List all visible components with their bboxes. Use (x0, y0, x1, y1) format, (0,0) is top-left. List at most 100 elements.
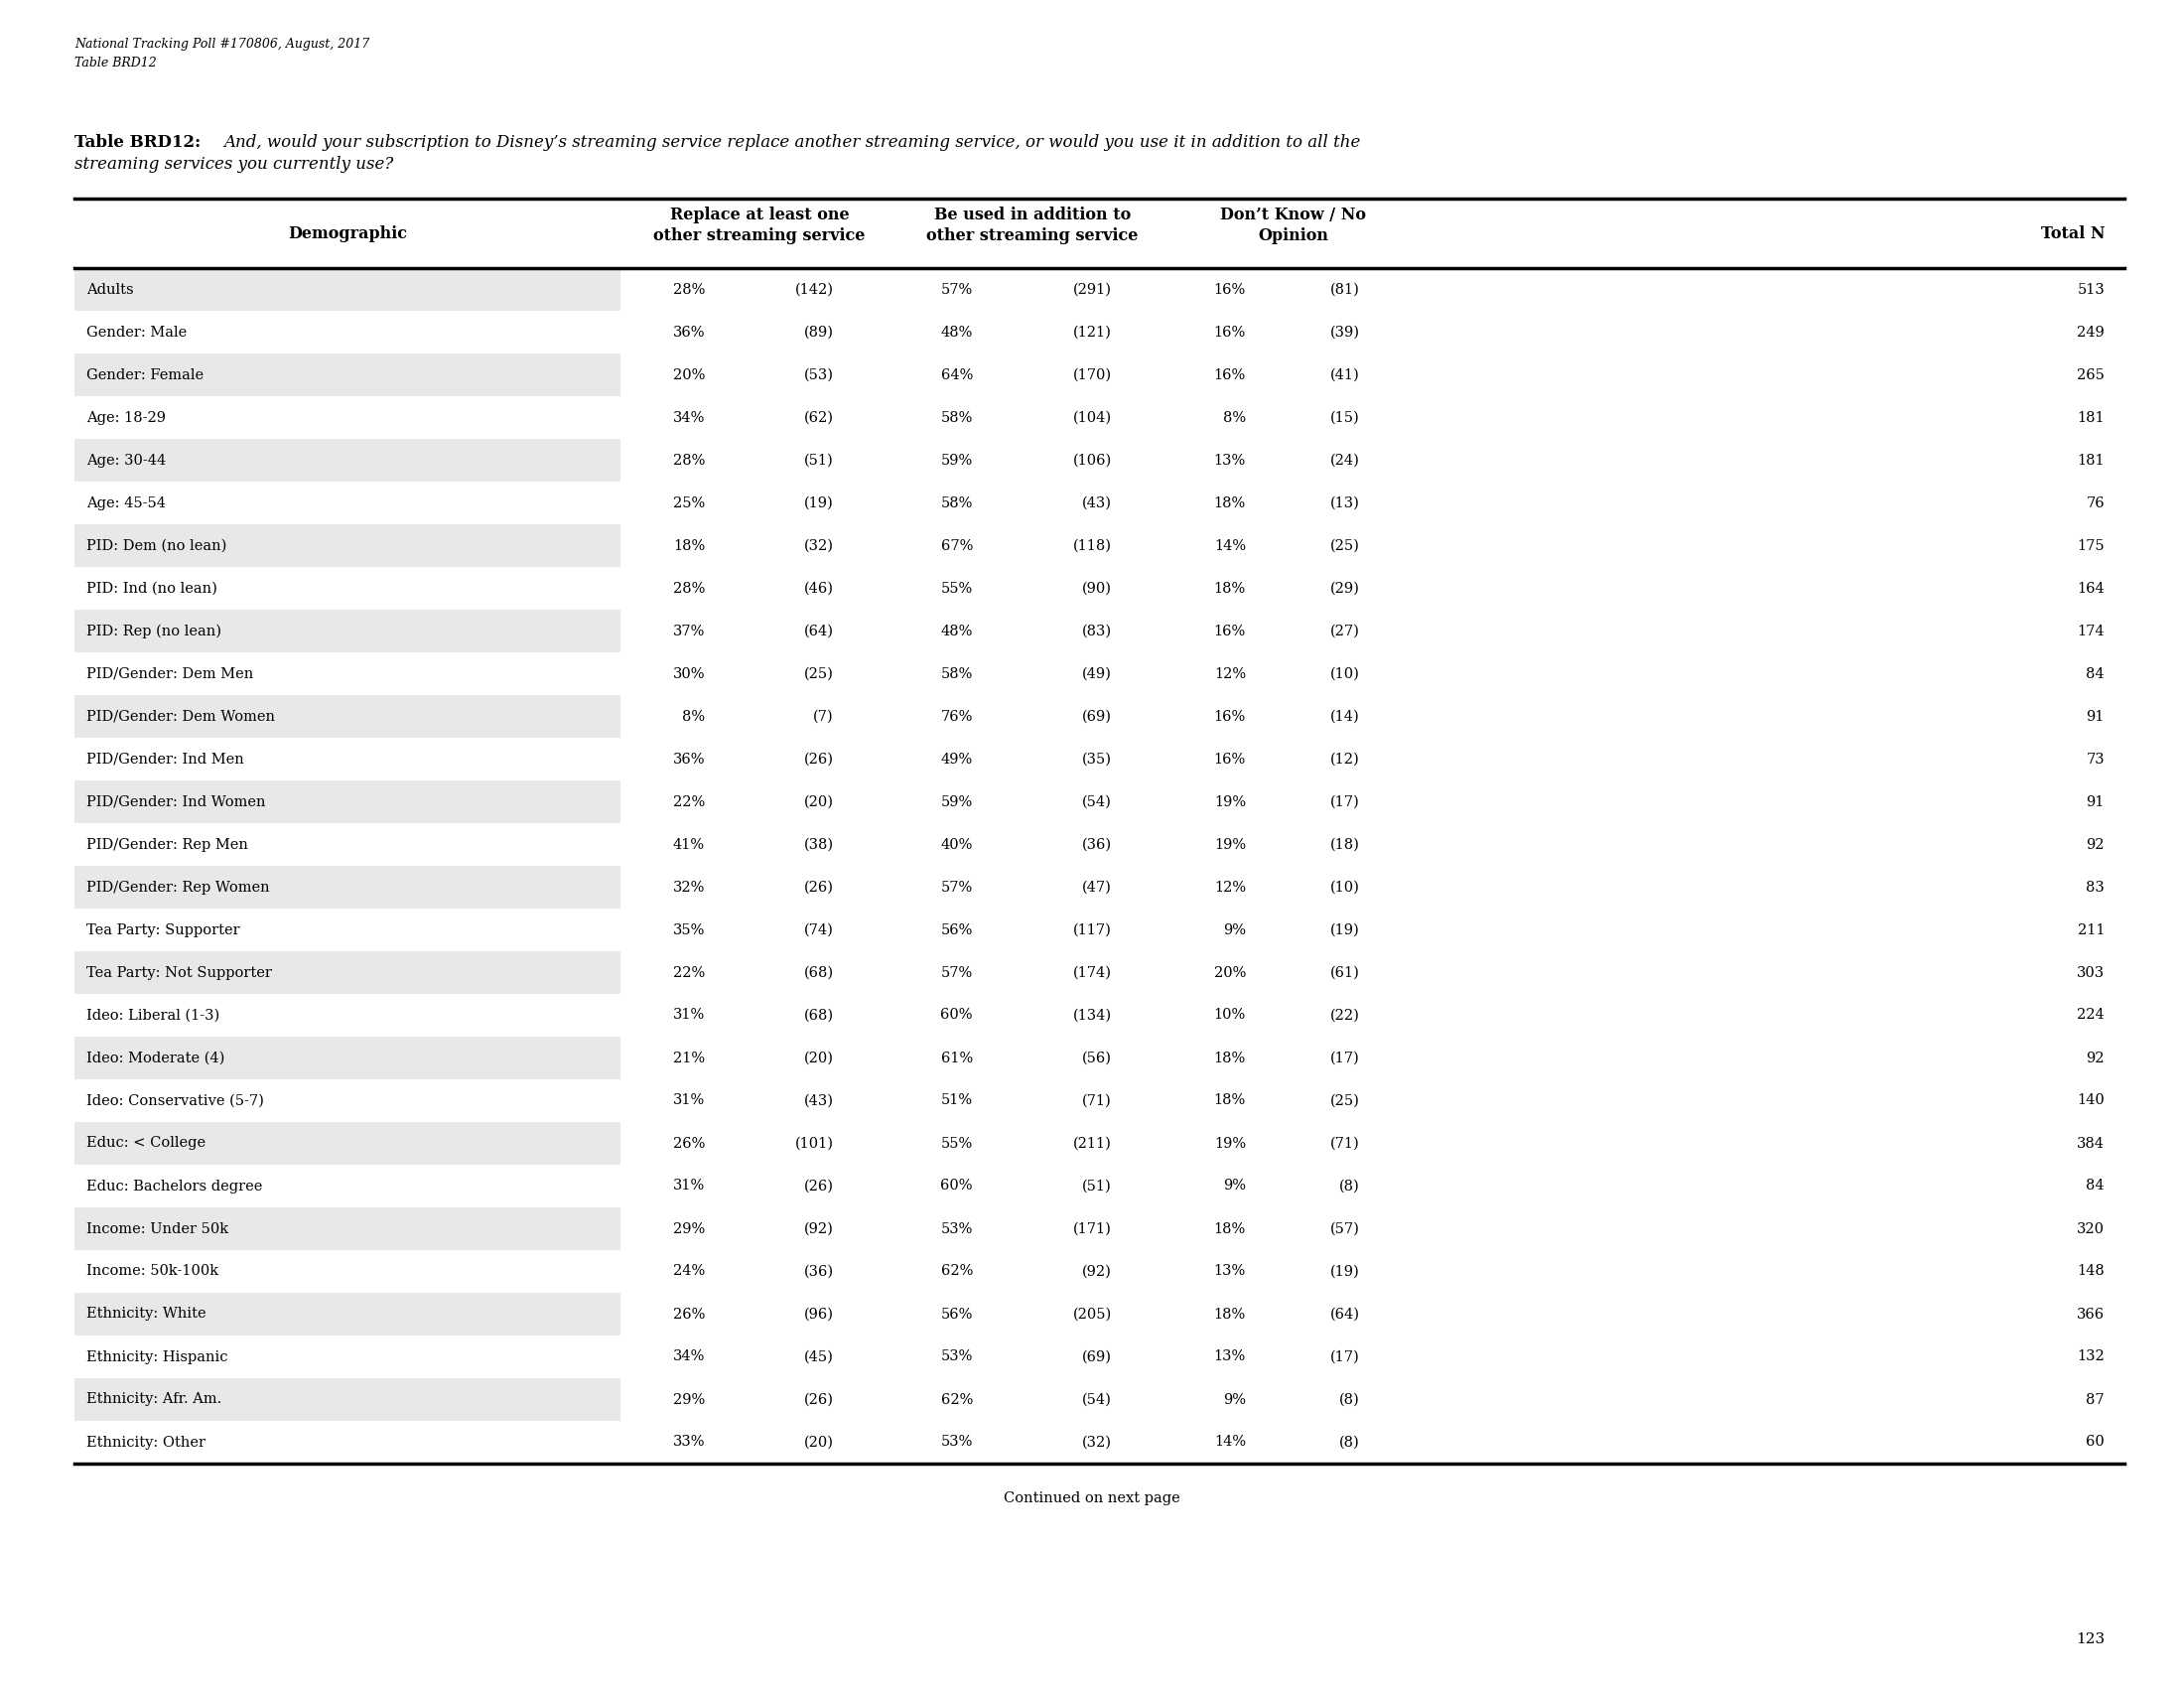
Text: Be used in addition to
other streaming service: Be used in addition to other streaming s… (926, 206, 1138, 245)
Text: 59%: 59% (941, 454, 972, 468)
Text: 18%: 18% (1214, 1094, 1245, 1107)
Text: 60%: 60% (941, 1180, 972, 1193)
Text: 84: 84 (2086, 667, 2105, 680)
Text: 31%: 31% (673, 1180, 705, 1193)
Text: 26%: 26% (673, 1136, 705, 1150)
Text: 33%: 33% (673, 1435, 705, 1450)
Text: (36): (36) (1081, 837, 1112, 851)
Text: 73: 73 (2086, 753, 2105, 766)
Text: (90): (90) (1081, 581, 1112, 596)
Text: 148: 148 (2077, 1264, 2105, 1278)
Bar (74, 652, 620, 695)
Text: (92): (92) (804, 1222, 834, 1236)
Text: 211: 211 (2077, 923, 2105, 937)
Text: 18%: 18% (1214, 1052, 1245, 1065)
Text: 48%: 48% (941, 326, 972, 339)
Text: 18%: 18% (1214, 1222, 1245, 1236)
Text: (26): (26) (804, 879, 834, 895)
Text: 26%: 26% (673, 1307, 705, 1322)
Bar (74, 1207, 620, 1251)
Bar (74, 1293, 620, 1335)
Text: (211): (211) (1072, 1136, 1112, 1150)
Text: 91: 91 (2086, 795, 2105, 809)
Text: 164: 164 (2077, 581, 2105, 596)
Text: Age: 30-44: Age: 30-44 (87, 454, 166, 468)
Text: (14): (14) (1330, 709, 1361, 724)
Text: 92: 92 (2086, 1052, 2105, 1065)
Bar (74, 268, 620, 311)
Text: 9%: 9% (1223, 1180, 1245, 1193)
Text: And, would your subscription to Disney’s streaming service replace another strea: And, would your subscription to Disney’s… (223, 133, 1361, 150)
Text: 174: 174 (2077, 625, 2105, 638)
Text: National Tracking Poll #170806, August, 2017: National Tracking Poll #170806, August, … (74, 37, 369, 51)
Text: 181: 181 (2077, 454, 2105, 468)
Text: 19%: 19% (1214, 837, 1245, 851)
Text: (7): (7) (812, 709, 834, 724)
Text: (17): (17) (1330, 1350, 1361, 1364)
Text: 53%: 53% (941, 1435, 972, 1450)
Bar (74, 1335, 620, 1377)
Text: Ethnicity: Hispanic: Ethnicity: Hispanic (87, 1350, 227, 1364)
Text: 20%: 20% (673, 368, 705, 381)
Text: 58%: 58% (941, 496, 972, 510)
Text: 51%: 51% (941, 1094, 972, 1107)
Text: Table BRD12: Table BRD12 (74, 57, 157, 69)
Text: (25): (25) (1330, 1094, 1361, 1107)
Text: (121): (121) (1072, 326, 1112, 339)
Text: 64%: 64% (941, 368, 972, 381)
Text: 28%: 28% (673, 581, 705, 596)
Bar (74, 1377, 620, 1421)
Text: Table BRD12:: Table BRD12: (74, 133, 201, 150)
Text: (57): (57) (1330, 1222, 1361, 1236)
Text: (13): (13) (1330, 496, 1361, 510)
Text: Don’t Know / No
Opinion: Don’t Know / No Opinion (1221, 206, 1365, 245)
Text: 59%: 59% (941, 795, 972, 809)
Text: 35%: 35% (673, 923, 705, 937)
Text: 92: 92 (2086, 837, 2105, 851)
Text: Ideo: Liberal (1-3): Ideo: Liberal (1-3) (87, 1008, 221, 1023)
Text: 16%: 16% (1214, 625, 1245, 638)
Text: 76%: 76% (941, 709, 972, 724)
Text: 53%: 53% (941, 1350, 972, 1364)
Text: 303: 303 (2077, 966, 2105, 979)
Text: (45): (45) (804, 1350, 834, 1364)
Text: 21%: 21% (673, 1052, 705, 1065)
Text: (39): (39) (1330, 326, 1361, 339)
Text: (41): (41) (1330, 368, 1361, 381)
Text: 84: 84 (2086, 1180, 2105, 1193)
Text: (53): (53) (804, 368, 834, 381)
Text: 16%: 16% (1214, 709, 1245, 724)
Text: PID/Gender: Rep Men: PID/Gender: Rep Men (87, 837, 249, 851)
Text: 14%: 14% (1214, 538, 1245, 552)
Text: (19): (19) (1330, 923, 1361, 937)
Text: (104): (104) (1072, 410, 1112, 424)
Bar (74, 609, 620, 652)
Text: 19%: 19% (1214, 795, 1245, 809)
Text: Age: 45-54: Age: 45-54 (87, 496, 166, 510)
Bar (74, 397, 620, 439)
Text: 61%: 61% (941, 1052, 972, 1065)
Text: Gender: Male: Gender: Male (87, 326, 188, 339)
Text: (26): (26) (804, 753, 834, 766)
Text: 8%: 8% (681, 709, 705, 724)
Text: 36%: 36% (673, 326, 705, 339)
Text: 18%: 18% (1214, 496, 1245, 510)
Text: (118): (118) (1072, 538, 1112, 552)
Text: (19): (19) (1330, 1264, 1361, 1278)
Text: (117): (117) (1072, 923, 1112, 937)
Text: 34%: 34% (673, 1350, 705, 1364)
Text: 31%: 31% (673, 1094, 705, 1107)
Bar (74, 994, 620, 1036)
Bar (74, 695, 620, 738)
Text: 18%: 18% (1214, 581, 1245, 596)
Text: Ethnicity: Afr. Am.: Ethnicity: Afr. Am. (87, 1393, 221, 1406)
Text: (64): (64) (1330, 1307, 1361, 1322)
Text: (83): (83) (1081, 625, 1112, 638)
Text: (101): (101) (795, 1136, 834, 1150)
Text: 249: 249 (2077, 326, 2105, 339)
Text: streaming services you currently use?: streaming services you currently use? (74, 155, 393, 172)
Text: 62%: 62% (941, 1393, 972, 1406)
Text: (8): (8) (1339, 1180, 1361, 1193)
Text: (35): (35) (1081, 753, 1112, 766)
Text: (51): (51) (804, 454, 834, 468)
